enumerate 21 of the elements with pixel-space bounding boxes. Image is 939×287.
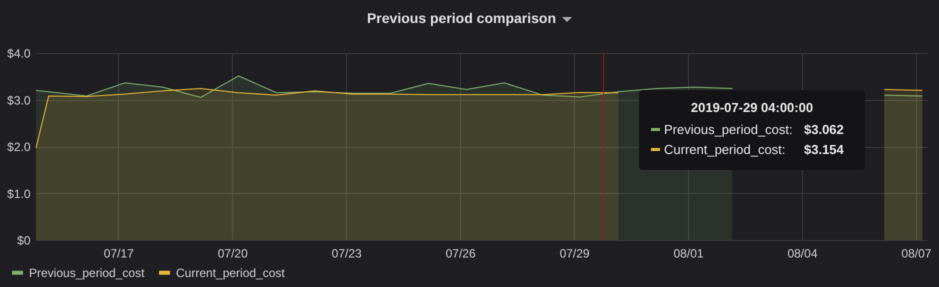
y-tick-label: $0 [17,234,31,248]
annotation: Previous_period_cost: [664,122,794,136]
y-tick-label: $4.0 [7,46,31,60]
annotation: Current_period_cost: [664,142,786,156]
annotation: $3.154 [804,142,844,156]
chart-title: Previous period comparison [366,10,556,26]
x-tick-label: 07/23 [332,246,362,260]
x-tick-label: 08/01 [674,246,704,260]
annotation: $3.062 [804,122,844,136]
y-tick-label: $1.0 [7,186,31,201]
annotation: 2019-07-29 04:00:00 [690,100,814,115]
x-tick-label: 08/04 [787,246,818,260]
y-tick-label: $2.0 [7,140,31,154]
x-tick-label: 07/17 [104,246,134,260]
x-tick-label: 08/07 [901,246,932,260]
x-tick-label: 07/29 [560,246,590,260]
x-tick-label: 07/20 [218,246,248,260]
legend-label: Current_period_cost [176,266,286,280]
x-tick-label: 07/26 [446,246,476,260]
legend-label: Previous_period_cost [29,266,146,280]
y-tick-label: $3.0 [7,93,31,108]
